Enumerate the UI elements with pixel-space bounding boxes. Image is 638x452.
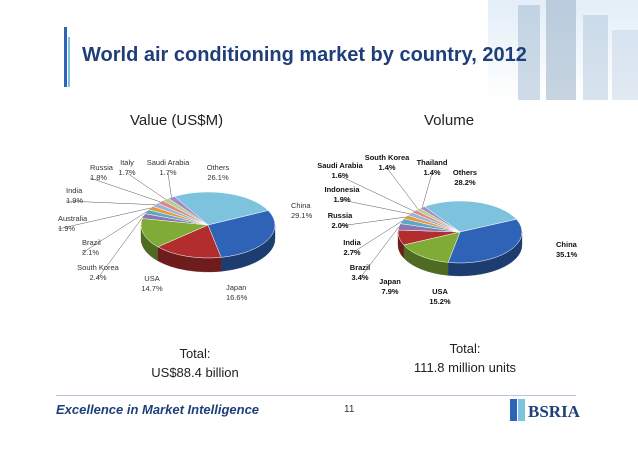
value-label-name-japan: Japan <box>226 283 246 292</box>
volume-leader-saudi-arabia <box>339 175 415 212</box>
value-label-value-south-korea: 2.4% <box>89 273 106 282</box>
value-leader-india <box>65 200 156 205</box>
volume-leader-russia <box>339 216 406 227</box>
value-leader-australia <box>57 207 151 230</box>
title-accent-bar <box>64 27 70 87</box>
value-label-name-china: China <box>291 201 311 210</box>
value-chart-title: Value (US$M) <box>130 112 224 129</box>
volume-label-name-thailand: Thailand <box>417 158 448 167</box>
buildings-background-image <box>488 0 638 100</box>
value-leader-saudi-arabia <box>167 172 172 198</box>
volume-label-value-china: 35.1% <box>556 250 578 259</box>
bsria-logo: BSRIA <box>510 399 581 421</box>
value-label-value-japan: 16.6% <box>226 293 248 302</box>
volume-label-name-brazil: Brazil <box>350 263 370 272</box>
value-pie-slice-others <box>173 191 269 226</box>
volume-leader-brazil <box>359 226 400 279</box>
slide-title: World air conditioning market by country… <box>82 44 527 66</box>
volume-total-amount: 111.8 million units <box>413 360 517 375</box>
volume-total-label: Total: <box>449 341 481 356</box>
volume-label-value-brazil: 3.4% <box>351 273 368 282</box>
value-label-name-others: Others <box>207 163 230 172</box>
volume-label-name-south-korea: South Korea <box>365 153 410 162</box>
value-label-name-south-korea: South Korea <box>77 263 120 272</box>
volume-leader-india <box>351 220 403 254</box>
value-label-value-saudi-arabia: 1.7% <box>159 168 176 177</box>
volume-leader-south-korea <box>386 167 419 210</box>
page-number: 11 <box>344 404 355 415</box>
value-label-name-usa: USA <box>144 274 159 283</box>
value-total: Total: US$88.4 billion <box>120 344 270 382</box>
volume-label-value-usa: 15.2% <box>429 297 451 306</box>
volume-leader-indonesia <box>341 199 410 215</box>
value-label-name-saudi-arabia: Saudi Arabia <box>147 158 190 167</box>
footer-tagline: Excellence in Market Intelligence <box>56 402 260 417</box>
volume-total: Total: 111.8 million units <box>390 339 540 377</box>
volume-label-name-china: China <box>556 240 578 249</box>
value-label-value-china: 29.1% <box>291 211 313 220</box>
volume-pie-slice-thailand <box>419 206 461 233</box>
volume-label-name-india: India <box>343 238 361 247</box>
volume-label-name-saudi-arabia: Saudi Arabia <box>317 161 363 170</box>
value-label-value-brazil: 2.1% <box>82 248 99 257</box>
volume-label-value-japan: 7.9% <box>381 287 398 296</box>
volume-label-value-thailand: 1.4% <box>423 168 440 177</box>
volume-label-name-japan: Japan <box>379 277 401 286</box>
volume-chart-title: Volume <box>424 112 475 129</box>
value-label-name-brazil: Brazil <box>82 238 101 247</box>
value-label-value-india: 1.9% <box>66 196 83 205</box>
volume-label-value-india: 2.7% <box>343 248 360 257</box>
volume-pie-slice-usa <box>403 231 461 263</box>
volume-label-name-russia: Russia <box>328 211 353 220</box>
value-label-value-usa: 14.7% <box>141 284 163 293</box>
volume-leader-thailand <box>422 172 433 208</box>
value-total-label: Total: <box>179 346 211 361</box>
value-label-name-india: India <box>66 186 83 195</box>
value-pie-slice-china <box>207 210 276 258</box>
value-leader-brazil <box>81 211 147 254</box>
value-label-value-australia: 1.9% <box>58 224 75 233</box>
footer-divider <box>56 395 576 396</box>
volume-pie-slice-china <box>447 218 523 264</box>
value-label-name-russia: Russia <box>90 163 114 172</box>
value-leader-south-korea <box>97 215 144 279</box>
value-label-value-others: 26.1% <box>207 173 229 182</box>
volume-label-value-indonesia: 1.9% <box>333 195 350 204</box>
volume-label-name-usa: USA <box>432 287 448 296</box>
value-leader-italy <box>126 172 166 200</box>
volume-label-value-russia: 2.0% <box>331 221 348 230</box>
svg-text:BSRIA: BSRIA <box>528 402 581 421</box>
volume-label-name-indonesia: Indonesia <box>324 185 360 194</box>
value-label-name-australia: Australia <box>58 214 88 223</box>
value-total-amount: US$88.4 billion <box>151 365 239 380</box>
volume-label-value-south-korea: 1.4% <box>378 163 395 172</box>
value-leader-russia <box>89 177 161 203</box>
value-pie-slice-japan <box>157 224 222 259</box>
volume-label-value-saudi-arabia: 1.6% <box>331 171 348 180</box>
volume-label-value-others: 28.2% <box>454 178 476 187</box>
value-label-value-italy: 1.7% <box>118 168 135 177</box>
value-label-name-italy: Italy <box>120 158 134 167</box>
value-label-value-russia: 1.8% <box>90 173 107 182</box>
volume-label-name-others: Others <box>453 168 477 177</box>
value-pie-slice-usa <box>140 218 209 248</box>
